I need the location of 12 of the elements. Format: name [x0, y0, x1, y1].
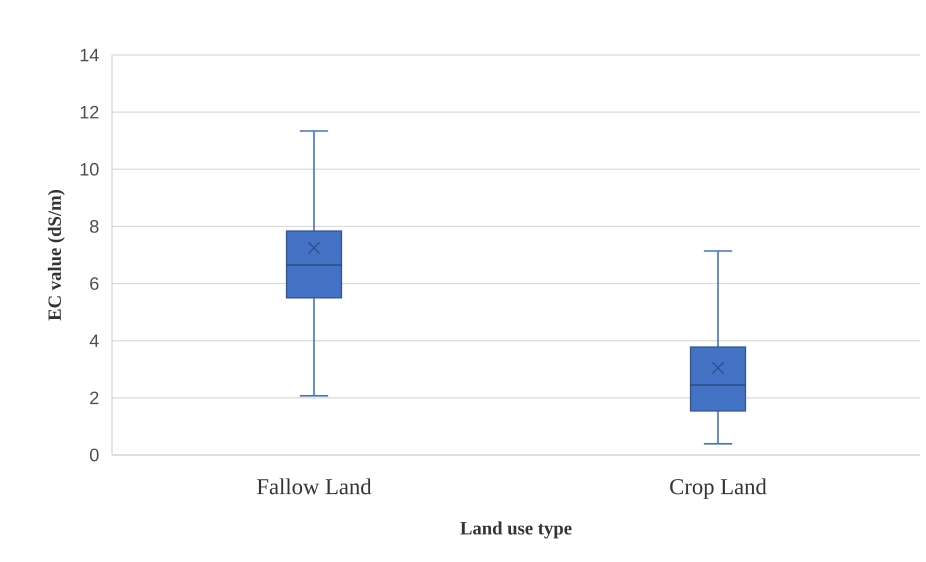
y-axis-title: EC value (dS/m)	[48, 190, 65, 321]
x-tick-label: Crop Land	[670, 478, 767, 499]
y-tick-label: 0	[90, 448, 99, 462]
y-tick-label: 12	[80, 106, 98, 118]
y-tick-label: 8	[90, 220, 98, 233]
x-tick-label: Fallow Land	[257, 478, 372, 494]
y-tick-label: 2	[90, 392, 98, 404]
x-axis-title: Land use type	[460, 521, 572, 538]
y-tick-label: 6	[90, 277, 98, 290]
y-tick-label: 10	[80, 162, 99, 176]
y-tick-label: 4	[90, 334, 99, 347]
y-tick-label: 14	[80, 48, 99, 62]
